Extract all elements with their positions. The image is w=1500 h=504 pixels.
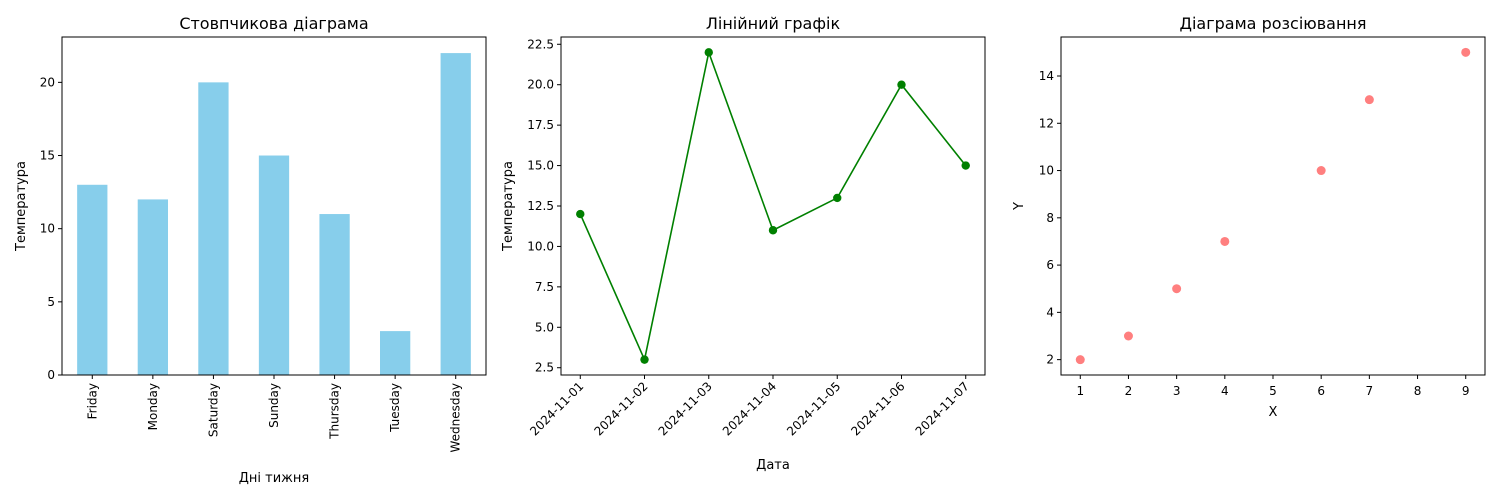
line-chart-ytick-label: 7.5 xyxy=(535,280,554,294)
scatter-point-4 xyxy=(1220,236,1230,246)
line-chart-xtick-label: 2024-11-06 xyxy=(848,379,907,438)
bar-chart-marks: Friday Monday Saturday Sunday Thursday Tuesda… xyxy=(40,53,471,452)
scatter-chart-xtick-label: 3 xyxy=(1173,384,1181,398)
line-point-2024-11-01 xyxy=(576,209,585,219)
bar-chart-ytick-label: 5 xyxy=(47,295,55,309)
bar-chart-xtick-label: Wednesday xyxy=(449,383,463,452)
line-series xyxy=(579,49,967,363)
bar-chart-xtick-label: Thursday xyxy=(328,383,342,440)
scatter-point-6 xyxy=(1316,166,1326,176)
scatter-point-1 xyxy=(1075,355,1085,365)
bar-chart-title: Стовпчикова діаграма xyxy=(179,14,368,33)
scatter-chart-xlabel: X xyxy=(1269,405,1278,420)
scatter-chart-ytick-label: 6 xyxy=(1046,258,1054,272)
scatter-chart-ytick-label: 12 xyxy=(1039,116,1054,130)
bar-thursday xyxy=(319,214,350,375)
bar-chart-xtick-label: Monday xyxy=(146,383,160,430)
scatter-chart-frame xyxy=(1060,36,1486,376)
bar-saturday xyxy=(198,82,229,375)
scatter-chart-xtick-label: 6 xyxy=(1317,384,1325,398)
line-point-2024-11-06 xyxy=(897,80,906,89)
scatter-chart-ytick-label: 14 xyxy=(1039,69,1054,83)
line-chart-ytick-label: 20.0 xyxy=(527,78,554,92)
scatter-chart-title: Діаграма розсіювання xyxy=(1179,14,1366,33)
line-chart-ytick-label: 17.5 xyxy=(527,118,554,132)
line-point-2024-11-03 xyxy=(704,48,713,57)
bar-tuesday xyxy=(380,331,411,375)
scatter-point-7 xyxy=(1364,95,1374,105)
line-chart-ytick-label: 15.0 xyxy=(527,159,554,173)
line-chart-xtick-label: 2024-11-01 xyxy=(527,379,586,438)
bar-wednesday xyxy=(440,53,471,375)
bar-chart-ytick-label: 15 xyxy=(40,149,55,163)
line-chart-marks: 2024-11-01 2024-11-02 2024-11-03 2024-11-04… xyxy=(527,37,972,438)
bar-chart-xtick-label: Sunday xyxy=(267,383,281,428)
line-chart-ytick-label: 12.5 xyxy=(527,199,554,213)
scatter-chart-xtick-label: 7 xyxy=(1366,384,1374,398)
line-chart-ytick-label: 5.0 xyxy=(535,320,554,334)
line-point-2024-11-04 xyxy=(768,226,778,235)
scatter-chart-ytick-label: 4 xyxy=(1046,305,1054,319)
scatter-chart-ytick-label: 2 xyxy=(1046,353,1054,367)
scatter-chart-ylabel: Y xyxy=(1012,202,1027,211)
bar-chart-xlabel: Дні тижня xyxy=(239,471,309,486)
bar-chart-xtick-label: Tuesday xyxy=(388,383,402,433)
scatter-point-9 xyxy=(1461,47,1471,57)
scatter-point-2 xyxy=(1123,331,1133,341)
bar-monday xyxy=(137,199,168,375)
bar-friday xyxy=(77,184,108,375)
line-chart-xtick-label: 2024-11-04 xyxy=(720,379,779,438)
bar-chart-frame xyxy=(61,36,487,376)
bar-chart-xtick-label: Friday xyxy=(85,383,99,419)
bar-chart-panel: Стовпчикова діаграма Дні тижня Температу… xyxy=(14,14,487,486)
bar-chart-ytick-label: 0 xyxy=(47,368,55,382)
line-chart-panel: Лінійний графік Дата Температура 2024-11… xyxy=(501,14,986,473)
bar-chart-xtick-label: Saturday xyxy=(206,383,220,437)
scatter-chart-xtick-label: 5 xyxy=(1269,384,1277,398)
scatter-chart-panel: Діаграма розсіювання X Y 1 2 3 4 5 6 7 8 9246810… xyxy=(1012,14,1486,420)
line-chart-xtick-label: 2024-11-07 xyxy=(913,379,972,438)
scatter-chart-ytick-label: 8 xyxy=(1046,211,1054,225)
scatter-chart-xtick-label: 9 xyxy=(1462,384,1470,398)
bar-chart-ytick-label: 10 xyxy=(40,222,55,236)
scatter-chart-xtick-label: 8 xyxy=(1414,384,1422,398)
line-chart-ylabel: Температура xyxy=(501,161,516,252)
bar-sunday xyxy=(258,155,290,375)
line-chart-xtick-label: 2024-11-03 xyxy=(656,379,715,438)
line-chart-xtick-label: 2024-11-05 xyxy=(784,379,843,438)
scatter-chart-xtick-label: 4 xyxy=(1221,384,1229,398)
bar-chart-ylabel: Температура xyxy=(14,161,29,252)
line-chart-title: Лінійний графік xyxy=(706,14,841,33)
scatter-point-3 xyxy=(1172,284,1182,294)
line-chart-frame xyxy=(560,36,986,376)
line-chart-ytick-label: 10.0 xyxy=(527,239,554,253)
line-chart-ytick-label: 2.5 xyxy=(535,361,554,375)
line-chart-xtick-label: 2024-11-02 xyxy=(591,379,650,438)
line-chart-xlabel: Дата xyxy=(756,458,790,473)
scatter-chart-xtick-label: 2 xyxy=(1125,384,1133,398)
scatter-chart-xtick-label: 1 xyxy=(1076,384,1084,398)
line-point-2024-11-05 xyxy=(833,193,842,203)
line-point-2024-11-07 xyxy=(961,161,970,170)
line-chart-ytick-label: 22.5 xyxy=(527,37,554,51)
scatter-chart-ytick-label: 10 xyxy=(1039,164,1054,178)
line-point-2024-11-02 xyxy=(640,355,649,364)
bar-chart-ytick-label: 20 xyxy=(40,75,55,89)
